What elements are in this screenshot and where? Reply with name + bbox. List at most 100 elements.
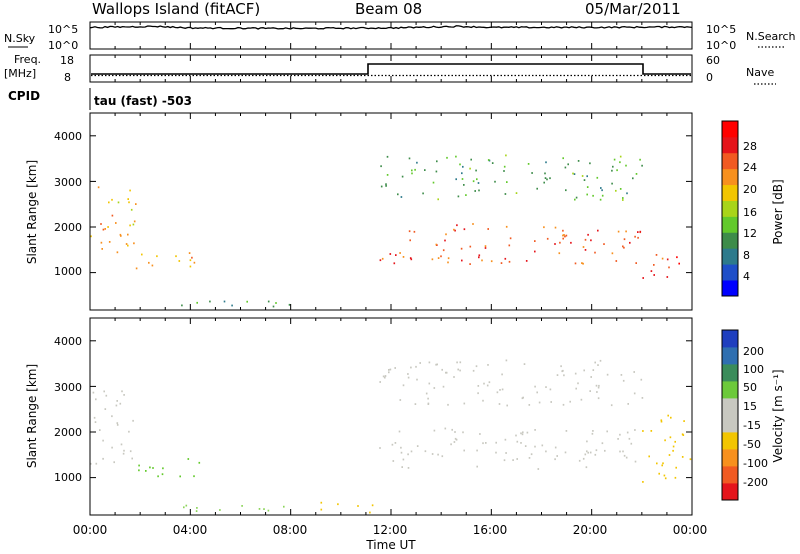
velocity-cb-tick-neg100: -100 <box>743 457 768 470</box>
heatmap-cell <box>582 457 585 460</box>
colorbar-swatch <box>722 415 738 433</box>
heatmap-cell <box>157 475 159 478</box>
heatmap-cell <box>681 433 684 436</box>
heatmap-cell <box>472 180 475 183</box>
velocity-colorbar-frame <box>721 329 739 501</box>
heatmap-cell <box>410 258 413 261</box>
nave-label: Nave <box>746 66 774 79</box>
heatmap-cell <box>564 235 566 238</box>
heatmap-cell <box>625 456 628 459</box>
colorbar-swatch <box>722 398 738 416</box>
heatmap-cell <box>528 404 531 406</box>
heatmap-cell <box>633 371 635 373</box>
heatmap-cell <box>581 175 584 177</box>
heatmap-cell <box>628 437 631 440</box>
heatmap-cell <box>523 363 526 365</box>
heatmap-cell <box>446 156 448 159</box>
colorbar-swatch <box>722 347 738 365</box>
heatmap-cell <box>582 246 585 248</box>
heatmap-cell <box>592 430 594 432</box>
velocity-cb-tick-200: 200 <box>743 345 764 358</box>
heatmap-cell <box>408 157 411 160</box>
heatmap-cell <box>474 190 476 192</box>
heatmap-cell <box>108 201 110 204</box>
heatmap-cell <box>119 233 122 236</box>
velocity-cb-tick-100: 100 <box>743 363 764 376</box>
heatmap-cell <box>461 172 463 175</box>
heatmap-cell <box>141 253 143 256</box>
heatmap-cell <box>427 397 429 400</box>
heatmap-cell <box>108 241 111 243</box>
heatmap-cell <box>589 451 592 454</box>
heatmap-cell <box>541 444 544 447</box>
heatmap-cell <box>622 379 625 382</box>
heatmap-cell <box>575 196 578 199</box>
heatmap-cell <box>441 368 443 371</box>
heatmap-cell <box>209 300 211 303</box>
heatmap-cell <box>135 267 138 270</box>
heatmap-cell <box>601 194 604 197</box>
power-colorbar-label: Power [dB] <box>771 179 785 244</box>
freq-tick-top: 18 <box>60 54 74 67</box>
heatmap-cell <box>388 369 390 371</box>
power-cb-tick-24: 24 <box>743 161 757 174</box>
heatmap-cell <box>482 399 484 402</box>
heatmap-cell <box>496 391 499 394</box>
heatmap-cell <box>498 403 501 405</box>
heatmap-cell <box>639 230 642 233</box>
heatmap-cell <box>138 464 140 467</box>
heatmap-cell <box>117 201 120 204</box>
colorbar-swatch <box>722 449 738 467</box>
colorbar-swatch <box>722 381 738 399</box>
heatmap-cell <box>394 367 396 369</box>
heatmap-cell <box>578 459 581 462</box>
heatmap-cell <box>617 230 620 233</box>
heatmap-cell <box>504 257 507 260</box>
heatmap-cell <box>460 247 463 250</box>
heatmap-cell <box>554 446 557 449</box>
heatmap-cell <box>670 416 672 419</box>
heatmap-cell <box>442 385 445 388</box>
heatmap-cell <box>477 392 479 395</box>
heatmap-cell <box>241 505 243 507</box>
heatmap-cell <box>267 300 270 303</box>
heatmap-cell <box>586 450 588 453</box>
heatmap-cell <box>462 165 464 168</box>
heatmap-cell <box>456 361 458 364</box>
heatmap-cell <box>436 160 438 163</box>
nsearch-tick-top: 10^5 <box>706 23 736 36</box>
heatmap-cell <box>633 392 636 395</box>
heatmap-cell <box>612 165 614 168</box>
heatmap-cell <box>385 183 387 186</box>
heatmap-cell <box>534 385 536 388</box>
heatmap-cell <box>231 304 233 307</box>
heatmap-cell <box>107 226 109 228</box>
colorbar-swatch <box>722 136 738 154</box>
heatmap-cell <box>219 509 221 511</box>
heatmap-cell <box>508 260 511 263</box>
heatmap-cell <box>536 187 538 190</box>
heatmap-cell <box>94 421 97 423</box>
heatmap-cell <box>131 457 133 460</box>
heatmap-cell <box>127 233 129 236</box>
heatmap-cell <box>433 429 436 432</box>
heatmap-cell <box>399 252 401 254</box>
heatmap-cell <box>478 189 480 192</box>
colorbar-swatch <box>722 168 738 186</box>
heatmap-cell <box>111 214 114 217</box>
heatmap-cell <box>447 257 450 260</box>
heatmap-cell <box>544 177 547 179</box>
heatmap-cell <box>130 208 133 211</box>
heatmap-cell <box>676 256 678 259</box>
heatmap-cell <box>455 438 458 441</box>
heatmap-cell <box>469 245 472 248</box>
colorbar-swatch <box>722 466 738 484</box>
heatmap-cell <box>658 472 660 475</box>
heatmap-cell <box>660 419 663 422</box>
heatmap-cell <box>487 228 489 230</box>
heatmap-cell <box>450 443 452 446</box>
power-ylabel: Slant Range [km] <box>25 160 39 264</box>
heatmap-cell <box>586 440 588 443</box>
heatmap-cell <box>431 453 434 455</box>
velocity-yaxis: 4000 3000 2000 1000 <box>54 335 82 484</box>
